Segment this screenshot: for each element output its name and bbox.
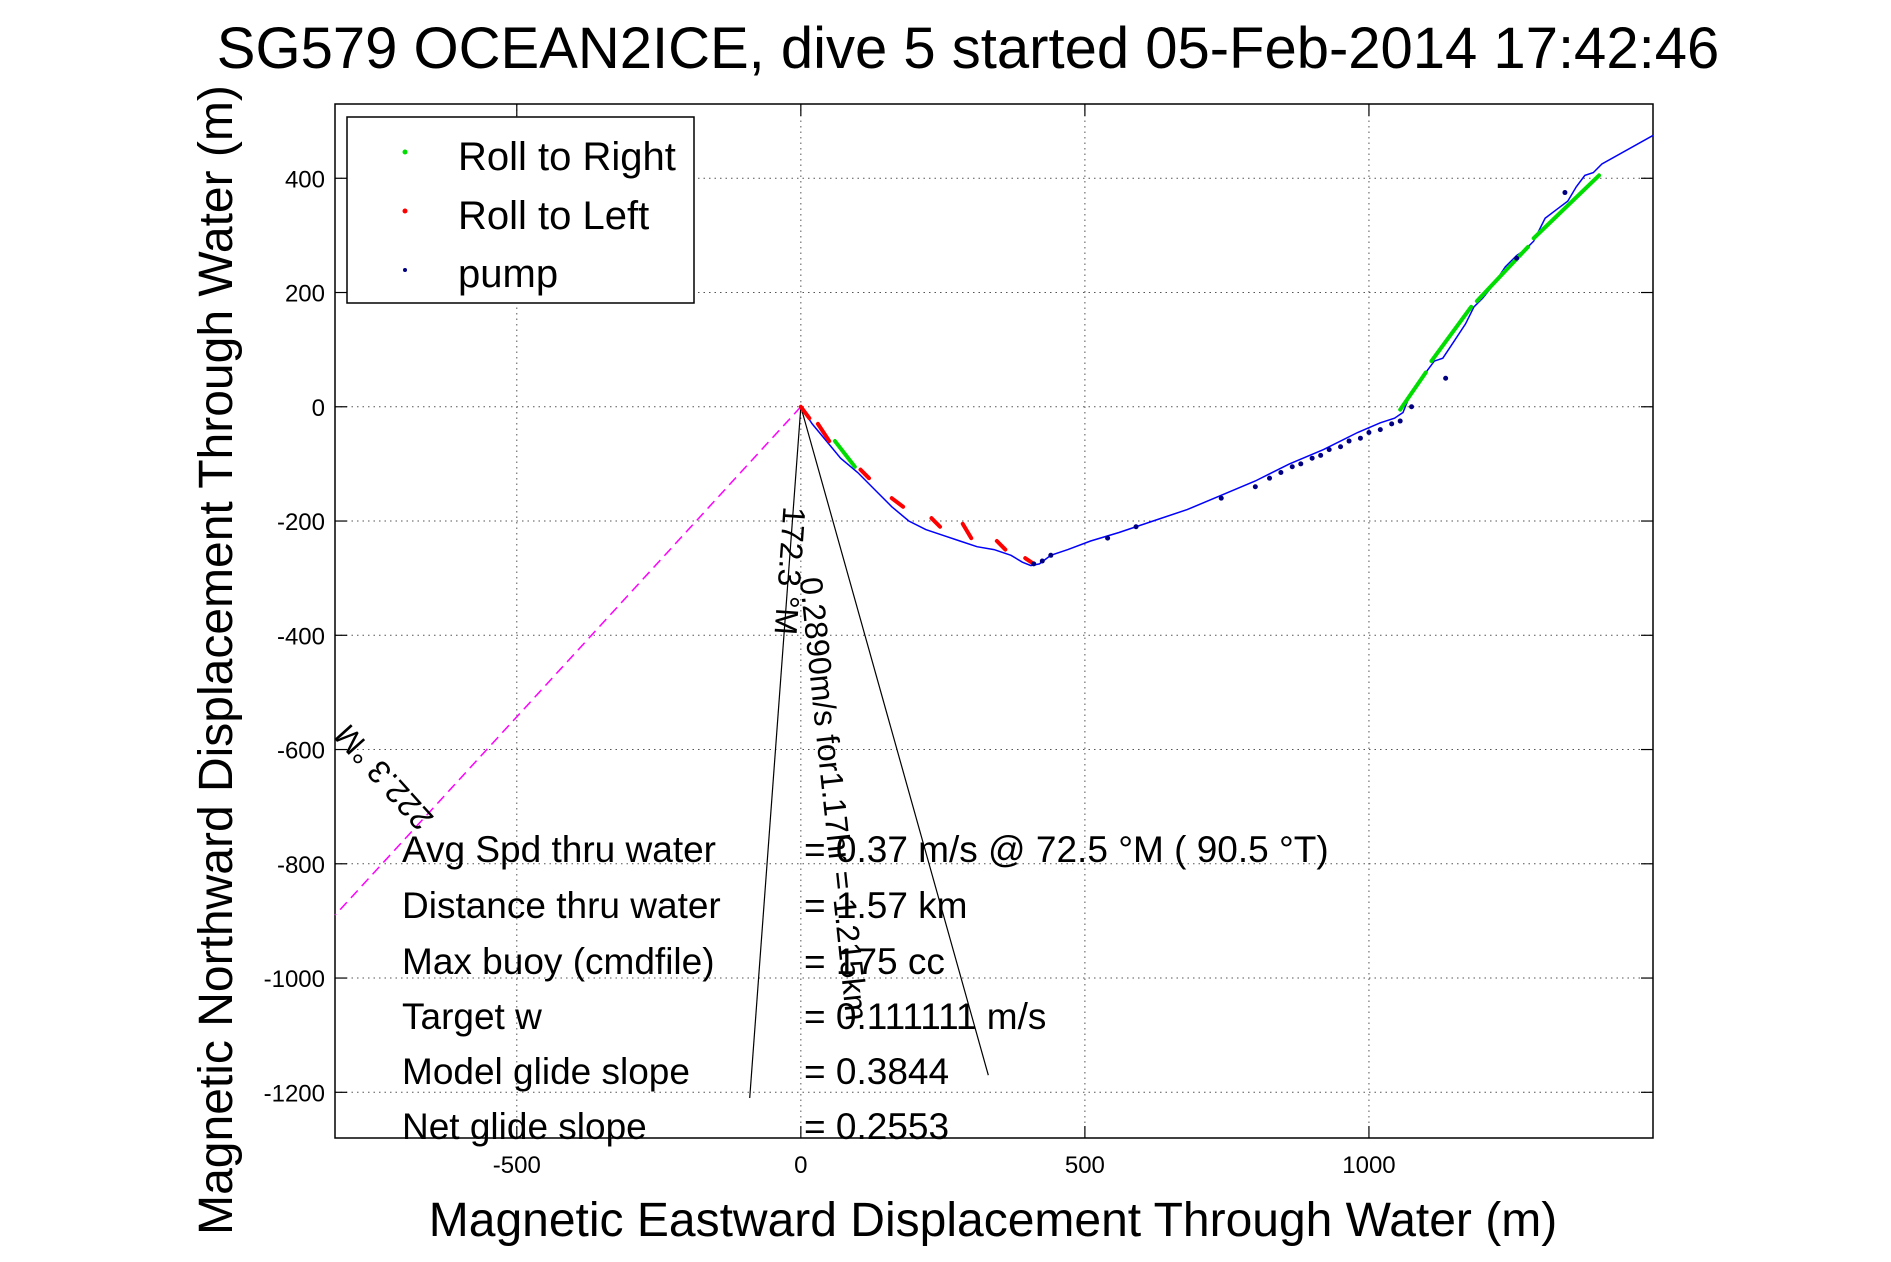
current-heading-label: 172.3 °M (768, 505, 813, 636)
stats-value: = 1.57 km (804, 885, 968, 926)
current-line (749, 406, 802, 1099)
roll-left-segment (815, 421, 832, 444)
roll-left-segment (889, 496, 906, 509)
pump-point (1133, 524, 1139, 530)
current-line (800, 406, 989, 1076)
legend-marker-roll-left (402, 208, 408, 214)
legend-label-pump: pump (458, 252, 558, 296)
x-tick-label: 500 (1065, 1152, 1105, 1179)
x-tick-label: 0 (794, 1152, 807, 1179)
legend-box (346, 116, 695, 304)
pump-point (1218, 495, 1224, 501)
pump-point (1318, 452, 1324, 458)
pump-point (1397, 418, 1403, 424)
y-tick-label: -800 (277, 852, 325, 879)
stats-value: = 0.3844 (804, 1051, 949, 1092)
roll-right-segment (1474, 244, 1531, 304)
x-tick-label: 1000 (1342, 1152, 1395, 1179)
pump-point (1326, 447, 1332, 453)
roll-left-segment (929, 516, 943, 529)
legend-label-roll-left: Roll to Left (458, 194, 649, 238)
roll-right-segment (1531, 173, 1602, 241)
y-tick-label: 200 (285, 281, 325, 308)
tick-labels: -500 0 500 1000 400 200 0 -200 -400 -600 -800 -1000… (264, 166, 1396, 1179)
roll-left-segment (858, 467, 872, 481)
pump-point (1267, 475, 1273, 481)
stats-value: = 0.37 m/s @ 72.5 °M ( 90.5 °T) (804, 829, 1329, 870)
y-tick-label: 0 (312, 395, 325, 422)
pump-point (1105, 535, 1111, 541)
roll-left-segment (798, 404, 812, 421)
pump-point (1514, 255, 1520, 261)
pump-point (1048, 552, 1054, 558)
pump-point (1377, 427, 1383, 433)
roll-left-segment (994, 539, 1008, 552)
roll-right-segment (832, 439, 857, 469)
stats-label: Max buoy (cmdfile) (402, 941, 715, 982)
y-tick-label: 400 (285, 166, 325, 193)
pump-point (1298, 461, 1304, 467)
legend-marker-roll-right (402, 149, 408, 155)
stats-label: Model glide slope (402, 1051, 690, 1092)
pump-point (1252, 484, 1258, 490)
grid (335, 104, 1653, 1138)
pump-point (1366, 429, 1372, 435)
pump-point (1338, 444, 1344, 450)
stats-value: = 0.2553 (804, 1106, 949, 1147)
pump-point (1357, 435, 1363, 441)
stats-value: = 0.111111 m/s (804, 996, 1046, 1037)
roll-left-segment (960, 521, 974, 541)
x-axis-label: Magnetic Eastward Displacement Through W… (429, 1194, 1557, 1247)
legend-marker-pump (403, 268, 407, 272)
y-tick-label: -1000 (264, 966, 325, 993)
stats-label: Target w (402, 996, 542, 1037)
y-tick-label: -600 (277, 738, 325, 765)
pump-point (1278, 469, 1284, 475)
legend-label-roll-right: Roll to Right (458, 135, 676, 179)
stats-label: Net glide slope (402, 1106, 647, 1147)
pump-point (1346, 438, 1352, 444)
heading-line (334, 406, 802, 916)
chart-title: SG579 OCEAN2ICE, dive 5 started 05-Feb-2… (217, 16, 1719, 81)
stats-label: Distance thru water (402, 885, 721, 926)
pump-point (1289, 464, 1295, 470)
plot-frame (334, 103, 1654, 1139)
roll-right-segment (1429, 304, 1474, 364)
y-tick-label: -400 (277, 623, 325, 650)
stats-value: = 175 cc (804, 941, 945, 982)
pump-point (1039, 558, 1045, 564)
pump-layer (1031, 190, 1568, 567)
stats-label: Avg Spd thru water (402, 829, 716, 870)
pump-point (1443, 375, 1449, 381)
pump-point (1562, 190, 1568, 196)
y-tick-label: -200 (277, 509, 325, 536)
heading-layer (334, 406, 802, 916)
pump-point (1389, 421, 1395, 427)
roll-right-segment (1398, 370, 1428, 412)
y-tick-label: -1200 (264, 1080, 325, 1107)
x-tick-label: -500 (493, 1152, 541, 1179)
pump-point (1309, 455, 1315, 461)
axis-ticks (335, 104, 1653, 1138)
pump-point (1409, 404, 1415, 410)
y-axis-label: Magnetic Northward Displacement Through … (190, 85, 243, 1235)
pump-point (1031, 561, 1037, 567)
stats-block: Avg Spd thru water = 0.37 m/s @ 72.5 °M … (402, 829, 1329, 1147)
legend: Roll to Right Roll to Left pump (346, 116, 695, 304)
current-layer (749, 406, 989, 1099)
